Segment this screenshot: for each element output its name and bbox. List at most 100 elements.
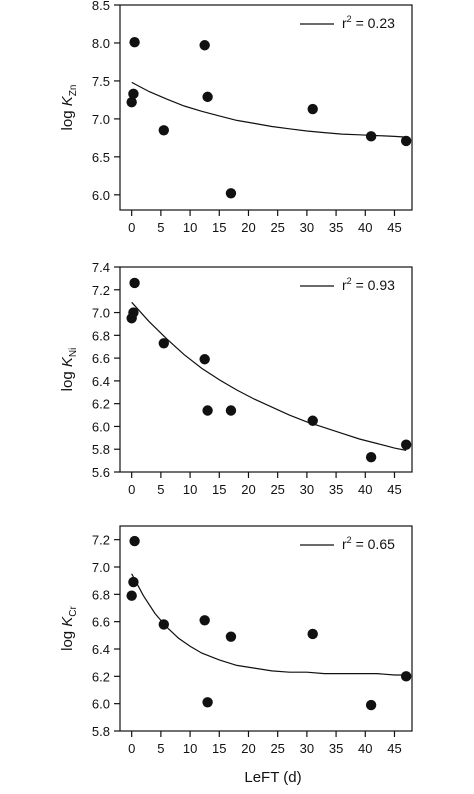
legend-exp: 2 — [347, 276, 352, 286]
y-tick-label-zn: 8.0 — [92, 36, 110, 51]
y-tick-label-ni: 6.4 — [92, 374, 110, 389]
x-tick-label-zn: 10 — [183, 220, 197, 235]
fit-curve-ni — [131, 301, 407, 451]
y-tick-label-zn: 6.0 — [92, 188, 110, 203]
data-point-zn — [129, 37, 140, 48]
x-tick-label-cr: 35 — [329, 741, 343, 756]
y-tick-label-ni: 6.8 — [92, 328, 110, 343]
plot-frame-ni — [119, 266, 413, 473]
plot-frame-cr — [119, 525, 413, 732]
data-point-cr — [126, 590, 137, 601]
legend-value: = 0.93 — [352, 277, 395, 293]
x-tick-label-zn: 20 — [241, 220, 255, 235]
y-tick-label-zn: 7.0 — [92, 112, 110, 127]
x-tick-label-cr: 15 — [212, 741, 226, 756]
data-point-zn — [202, 91, 213, 103]
x-tick-label-zn: 35 — [329, 220, 343, 235]
fit-curve-zn — [131, 81, 407, 138]
y-axis-title-zn: log KZn — [59, 85, 79, 131]
panel-cr: 0 5 10 15 20 25 30 35 40 45 5.8 6.0 6.2 6.4 6.6 6.8 7.0 7… — [59, 525, 413, 756]
data-point-ni — [307, 415, 318, 426]
panel-zn: 0 5 10 15 20 25 30 35 40 45 6.0 6.5 7.0 7.5 8.0 8.5 log … — [59, 0, 413, 235]
data-point-cr — [129, 535, 140, 547]
data-point-ni — [158, 338, 169, 349]
data-point-ni — [202, 405, 213, 416]
legend-label-ni: r2 = 0.93 — [342, 276, 395, 293]
x-tick-label-cr: 5 — [157, 741, 164, 756]
data-point-zn — [400, 135, 412, 147]
data-point-cr — [128, 576, 139, 588]
y-tick-label-ni: 6.0 — [92, 419, 110, 434]
x-tick-label-ni: 5 — [157, 482, 164, 497]
data-point-cr — [158, 619, 169, 630]
y-axis-title-subscript: Ni — [68, 348, 79, 357]
x-tick-label-ni: 45 — [387, 482, 401, 497]
y-axis-title-subscript: Zn — [68, 85, 79, 97]
x-tick-label-ni: 25 — [270, 482, 284, 497]
data-point-ni — [365, 451, 377, 463]
y-tick-label-cr: 6.4 — [92, 642, 110, 657]
data-point-zn — [158, 125, 169, 136]
x-tick-label-cr: 30 — [300, 741, 314, 756]
y-axis-title-symbol: K — [59, 356, 76, 367]
x-tick-label-zn: 5 — [157, 220, 164, 235]
legend-label-cr: r2 = 0.65 — [342, 535, 395, 552]
x-tick-label-zn: 25 — [270, 220, 284, 235]
y-tick-label-cr: 6.0 — [92, 697, 110, 712]
x-tick-label-zn: 0 — [128, 220, 135, 235]
y-axis-title-symbol: K — [59, 95, 76, 106]
data-point-cr — [307, 628, 318, 640]
y-tick-label-cr: 6.2 — [92, 669, 110, 684]
y-tick-label-ni: 7.4 — [92, 260, 110, 275]
y-tick-label-ni: 6.2 — [92, 397, 110, 412]
y-tick-label-ni: 6.6 — [92, 351, 110, 366]
x-tick-label-zn: 40 — [358, 220, 372, 235]
data-point-cr — [225, 631, 237, 642]
x-tick-label-ni: 40 — [358, 482, 372, 497]
x-tick-label-cr: 45 — [387, 741, 401, 756]
x-axis-title: LeFT (d) — [244, 769, 301, 786]
x-tick-label-zn: 15 — [212, 220, 226, 235]
y-axis-title-cr: log KCr — [59, 605, 79, 650]
x-tick-label-zn: 30 — [300, 220, 314, 235]
data-point-zn — [128, 88, 139, 100]
data-point-ni — [128, 307, 139, 318]
y-tick-label-ni: 5.6 — [92, 465, 110, 480]
y-tick-label-cr: 6.8 — [92, 587, 110, 602]
plot-frame-zn — [119, 4, 413, 211]
x-tick-label-ni: 10 — [183, 482, 197, 497]
x-tick-label-zn: 45 — [387, 220, 401, 235]
legend-r: r — [342, 15, 347, 31]
x-tick-label-ni: 20 — [241, 482, 255, 497]
y-tick-label-cr: 5.8 — [92, 724, 110, 739]
y-axis-title-prefix: log — [59, 627, 76, 651]
y-axis-title-prefix: log — [59, 367, 76, 391]
x-tick-label-ni: 0 — [128, 482, 135, 497]
y-tick-label-zn: 8.5 — [92, 0, 110, 13]
x-tick-label-ni: 35 — [329, 482, 343, 497]
y-axis-title-symbol: K — [59, 616, 76, 627]
x-tick-label-ni: 30 — [300, 482, 314, 497]
data-point-cr — [202, 697, 213, 708]
data-point-ni — [225, 405, 237, 416]
x-tick-label-ni: 15 — [212, 482, 226, 497]
y-tick-label-cr: 7.2 — [92, 533, 110, 548]
data-point-cr — [400, 671, 412, 682]
y-tick-label-cr: 6.6 — [92, 615, 110, 630]
fit-curve-cr — [131, 573, 407, 676]
x-tick-label-cr: 40 — [358, 741, 372, 756]
legend-value: = 0.65 — [352, 536, 395, 552]
y-tick-label-ni: 7.0 — [92, 306, 110, 321]
legend-r: r — [342, 536, 347, 552]
data-point-zn — [307, 103, 318, 115]
x-tick-label-cr: 20 — [241, 741, 255, 756]
data-point-cr — [199, 615, 210, 626]
legend-label-zn: r2 = 0.23 — [342, 14, 395, 31]
legend-exp: 2 — [347, 535, 352, 545]
data-point-ni — [199, 354, 210, 365]
y-tick-label-ni: 5.8 — [92, 442, 110, 457]
x-tick-label-cr: 0 — [128, 741, 135, 756]
panel-ni: 0 5 10 15 20 25 30 35 40 45 5.6 5.8 6.0 6.2 6.4 6.6 6.8 7… — [59, 260, 413, 497]
y-tick-label-cr: 7.0 — [92, 560, 110, 575]
